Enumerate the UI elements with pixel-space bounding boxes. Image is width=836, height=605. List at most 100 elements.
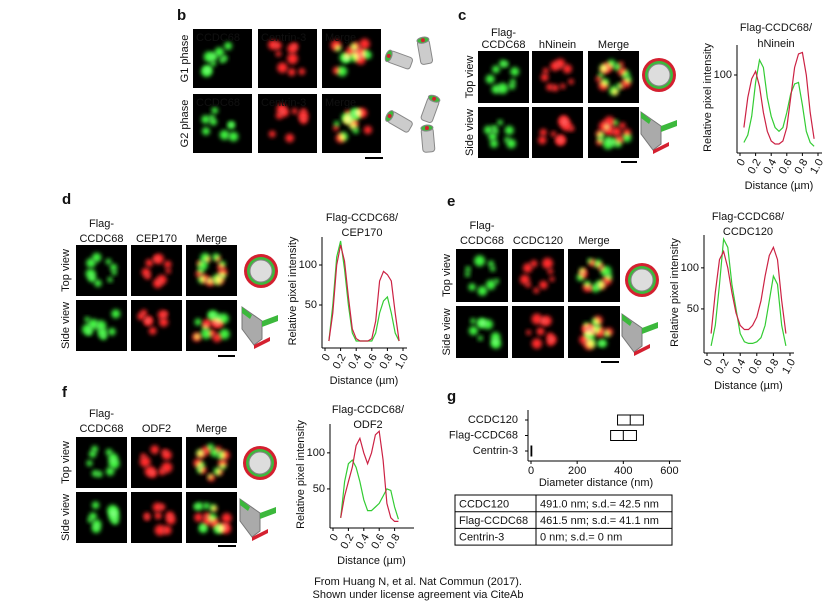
signal — [602, 138, 614, 150]
diagram — [642, 322, 658, 334]
panel-label: d — [62, 191, 71, 208]
signal — [87, 517, 93, 523]
signal — [196, 260, 202, 266]
signal — [598, 120, 610, 132]
signal — [508, 82, 516, 90]
y-tick-label: 50 — [305, 299, 317, 311]
signal — [291, 108, 298, 115]
signal — [145, 259, 154, 267]
signal — [359, 38, 370, 50]
signal — [219, 328, 230, 340]
channel-label: Merge — [578, 235, 609, 247]
channel-label-line: CCDC68 — [79, 233, 123, 245]
signal — [158, 317, 169, 327]
signal — [91, 470, 99, 477]
table-cell: 461.5 nm; s.d.= 41.1 nm — [540, 515, 659, 527]
row-label: Top view — [60, 249, 72, 292]
signal — [621, 78, 631, 88]
micrograph — [322, 94, 381, 153]
signal — [139, 456, 151, 468]
chart-title: CEP170 — [342, 227, 383, 239]
x-tick-label: 0 — [702, 357, 715, 368]
table-cell: 0 nm; s.d.= 0 nm — [540, 532, 622, 544]
row-label: Side view — [441, 308, 453, 355]
diagram — [630, 268, 654, 292]
x-tick-label: 0.6 — [747, 357, 765, 376]
micrograph — [131, 300, 182, 351]
signal — [560, 83, 566, 89]
diagram — [424, 126, 429, 131]
micrograph — [186, 245, 237, 296]
signal — [200, 523, 207, 530]
panel-label: f — [62, 384, 68, 401]
diagram — [242, 307, 252, 319]
table-cell: Centrin-3 — [459, 532, 504, 544]
x-tick-label: 0.2 — [746, 157, 764, 176]
signal — [210, 60, 217, 67]
image-bg — [186, 245, 237, 296]
micrograph — [532, 107, 583, 158]
signal — [212, 333, 222, 343]
micrograph — [131, 492, 182, 543]
signal — [470, 318, 476, 324]
signal — [111, 517, 119, 525]
micrograph — [186, 437, 237, 488]
signal — [602, 62, 613, 73]
signal — [144, 466, 156, 477]
signal — [533, 287, 540, 294]
row-label: G2 phase — [179, 100, 191, 148]
signal — [214, 275, 225, 285]
diagram — [420, 38, 425, 43]
diagram — [420, 124, 436, 153]
signal — [551, 84, 559, 92]
micrograph — [478, 51, 529, 103]
signal — [536, 327, 545, 336]
image-bg — [76, 245, 127, 296]
signal — [598, 80, 609, 91]
signal — [82, 324, 93, 335]
diagram — [384, 49, 413, 70]
signal — [583, 338, 595, 350]
signal — [224, 42, 233, 51]
signal — [154, 512, 162, 520]
channel-label: CCDC120 — [513, 235, 563, 247]
micrograph — [258, 29, 317, 88]
table-cell: 491.0 nm; s.d.= 42.5 nm — [540, 498, 659, 510]
signal — [591, 283, 600, 293]
image-bg — [512, 249, 564, 302]
signal — [108, 508, 119, 518]
diagram — [260, 507, 276, 519]
signal — [204, 256, 211, 263]
image-bg — [131, 437, 182, 488]
signal — [493, 278, 500, 284]
signal — [193, 458, 203, 468]
signal — [546, 83, 554, 91]
signal — [153, 253, 164, 265]
signal — [503, 61, 509, 67]
channel-label: Flag-CCDC68 — [481, 27, 525, 51]
signal — [548, 335, 557, 344]
signal — [199, 466, 207, 474]
diagram — [240, 499, 250, 511]
signal — [154, 524, 166, 536]
diagram — [254, 337, 270, 349]
signal — [343, 52, 351, 60]
signal — [488, 132, 497, 141]
signal — [211, 505, 218, 512]
image-bg — [478, 51, 529, 103]
y-tick-label: 50 — [313, 483, 325, 495]
x-tick-label: 0.4 — [730, 357, 748, 376]
signal — [158, 468, 166, 476]
signal — [595, 130, 603, 138]
micrograph — [76, 245, 127, 296]
x-tick-label: 0.8 — [385, 532, 403, 551]
signal — [530, 260, 538, 268]
image-bg — [186, 300, 237, 351]
y-tick-label: 100 — [681, 262, 699, 274]
x-tick-label: 400 — [614, 465, 632, 477]
footer: Shown under license agreement via CiteAb — [313, 589, 524, 601]
signal — [485, 279, 496, 290]
signal — [161, 450, 172, 461]
signal — [542, 67, 549, 74]
channel-label: CCDC68 — [196, 32, 240, 44]
